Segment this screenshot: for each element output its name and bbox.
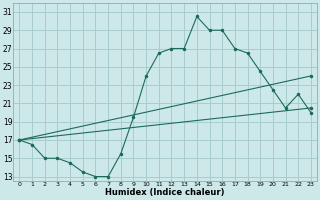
- X-axis label: Humidex (Indice chaleur): Humidex (Indice chaleur): [105, 188, 225, 197]
